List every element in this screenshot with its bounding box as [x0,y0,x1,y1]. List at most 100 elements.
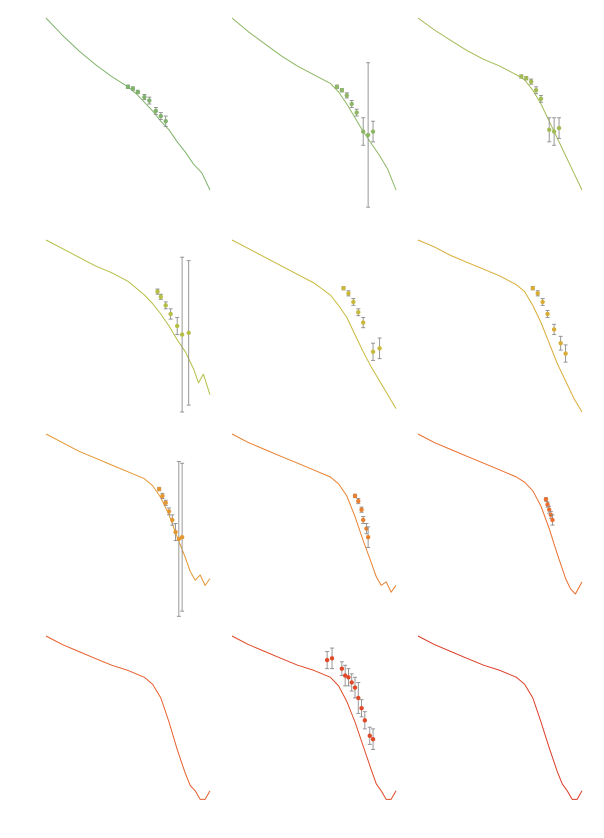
panel-2 [231,17,397,208]
panel-8-point-6 [365,526,371,548]
data-point [519,74,524,79]
panel-11-point-3 [339,661,345,677]
data-point [352,685,358,690]
data-point [324,657,330,663]
data-point [563,351,568,356]
data-point [370,737,376,742]
panel-5-point-3 [351,298,356,306]
data-point [158,113,163,119]
data-point [135,89,141,95]
data-point [142,94,147,100]
data-point [361,517,366,523]
panel-7-point-2 [160,492,165,499]
data-point [550,517,555,523]
panel-4-point-3 [163,301,168,310]
panel-2-point-3 [344,92,349,99]
data-point [370,129,376,134]
data-point [543,497,549,502]
data-point [342,673,348,678]
panel-3-point-3 [528,78,534,85]
panel-6-point-1 [530,285,535,291]
panel-1-point-7 [158,112,163,120]
data-point [361,320,366,325]
panel-9-curve [417,433,583,595]
data-point [153,108,159,114]
panel-11-point-11 [367,726,372,745]
panel-2-point-4 [349,100,354,108]
panel-4 [45,239,211,413]
panel-11-point-4 [342,664,348,687]
panel-4-point-5 [175,316,180,336]
data-point [163,500,168,505]
data-point [351,299,356,305]
panel-6-point-7 [563,344,568,363]
panel-11-point-8 [356,681,361,714]
panel-5-point-2 [346,290,351,297]
panel-2-curve [231,17,397,191]
data-point [356,310,361,315]
panel-4-curve [45,239,211,395]
data-point [173,529,178,535]
data-point [362,718,368,723]
panel-4-point-6 [179,256,185,413]
panel-8-point-4 [361,516,366,524]
data-point [356,498,361,504]
panel-7-point-1 [156,486,162,492]
data-point [186,330,191,336]
data-point [364,526,369,531]
panel-11-point-9 [359,699,364,718]
data-point [155,289,160,294]
panel-5-point-7 [377,337,382,360]
panel-7-point-8 [179,462,185,612]
panel-11-point-12 [370,728,376,750]
data-point [556,125,562,131]
data-point [176,536,182,542]
data-point [530,285,535,291]
data-point [341,285,346,291]
panel-3-point-1 [519,74,524,79]
panel-9-point-1 [543,497,549,502]
panel-1-point-5 [147,96,152,105]
data-point [168,311,173,317]
panel-6-curve [417,239,583,413]
panel-4-point-2 [158,293,163,300]
panel-11-point-2 [329,647,335,670]
data-point [179,332,185,337]
panel-11 [231,635,397,800]
panel-11-point-6 [349,673,354,692]
panel-2-point-1 [334,84,340,90]
data-point [352,493,358,499]
panel-11-curve [231,635,397,800]
data-point [346,291,351,296]
panel-1-point-6 [153,106,159,115]
data-point [528,79,534,84]
panel-8-curve [231,433,397,593]
data-point [367,733,372,738]
data-point [354,110,359,115]
panel-7-point-6 [173,522,178,542]
data-point [545,502,550,507]
panel-8-point-3 [359,506,364,513]
data-point [359,706,364,711]
panel-4-point-4 [168,308,173,320]
panel-4-point-7 [186,260,191,406]
panel-12 [417,635,583,800]
data-point [356,695,361,701]
panel-7 [45,433,211,617]
panel-6-point-2 [535,290,540,297]
panel-1 [45,17,211,191]
data-point [547,507,552,512]
panel-10-curve [45,635,211,800]
panel-3-point-4 [533,86,539,95]
panel-8-point-1 [352,493,358,499]
data-point [377,346,382,351]
data-point [339,88,345,93]
data-point [179,535,185,540]
data-point [175,323,180,329]
panel-9-point-3 [547,505,552,514]
data-point [166,509,172,514]
panel-3-point-7 [551,117,557,146]
data-point [346,675,351,680]
data-point [160,493,165,499]
